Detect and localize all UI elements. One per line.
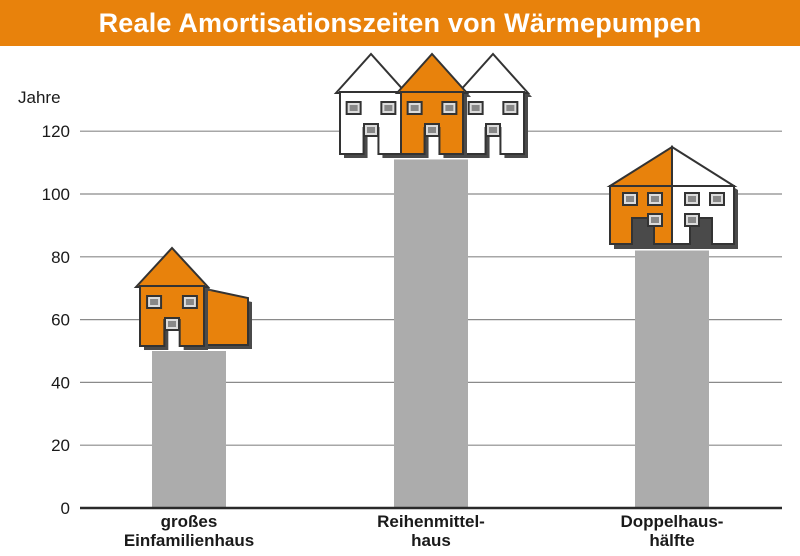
y-tick-label: 80 (51, 248, 70, 267)
bar (635, 250, 709, 508)
window-pane (688, 217, 696, 223)
window-pane (651, 196, 659, 202)
roof (394, 52, 470, 94)
row-houses-icon (333, 52, 532, 158)
x-category-label: Reihenmittel- (377, 512, 485, 531)
y-axis-label: Jahre (18, 88, 61, 107)
y-tick-label: 40 (51, 373, 70, 392)
title-bar: Reale Amortisationszeiten von Wärmepumpe… (0, 0, 800, 46)
window-pane (367, 127, 375, 133)
house-icons (133, 52, 738, 350)
window-pane (471, 105, 480, 111)
window-pane (489, 127, 497, 133)
x-category-label: haus (411, 531, 451, 550)
y-tick-label: 120 (42, 122, 70, 141)
window-pane (410, 105, 419, 111)
single-family-house-icon (133, 246, 252, 350)
roof (455, 52, 531, 94)
window-pane (713, 196, 721, 202)
window-pane (349, 105, 358, 111)
y-tick-label: 0 (61, 499, 70, 518)
chart-title: Reale Amortisationszeiten von Wärmepumpe… (98, 8, 702, 38)
x-category-label: hälfte (649, 531, 694, 550)
x-category-label: großes (161, 512, 218, 531)
x-category-label: Einfamilienhaus (124, 531, 254, 550)
window-pane (384, 105, 393, 111)
window-pane (150, 299, 159, 305)
y-tick-label: 60 (51, 311, 70, 330)
window-pane (651, 217, 659, 223)
roof (333, 52, 409, 94)
labels: 0 20 40 60 80 100 120 Jahre großesEinfamilienhau… (18, 88, 723, 550)
window-pane (506, 105, 515, 111)
semi-detached-house-icon (606, 145, 738, 249)
bars (152, 159, 709, 508)
bar (394, 159, 468, 508)
x-category-label: Doppelhaus- (621, 512, 724, 531)
window-pane (688, 196, 696, 202)
bar (152, 351, 226, 508)
window-pane (185, 299, 194, 305)
y-tick-label: 20 (51, 436, 70, 455)
window-pane (428, 127, 436, 133)
window-pane (626, 196, 634, 202)
roof (133, 246, 211, 288)
y-tick-label: 100 (42, 185, 70, 204)
window-pane (445, 105, 454, 111)
roof-right (671, 145, 738, 187)
window-pane (168, 321, 176, 327)
roof-left (606, 145, 673, 187)
